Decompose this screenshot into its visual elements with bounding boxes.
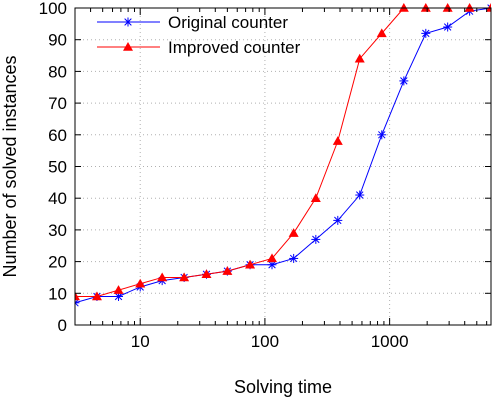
data-point-improved [113,285,124,294]
data-point-improved [222,266,233,275]
data-point-improved [288,228,299,237]
data-point-original [75,298,80,308]
legend-entry-original: Original counter [97,13,288,32]
data-point-improved [486,3,491,12]
legend-marker-original [123,17,133,27]
y-axis-label: Number of solved instances [0,55,20,277]
data-point-improved [157,272,168,282]
data-point-original [399,76,409,86]
data-point-improved [354,53,365,63]
legend-marker-improved [123,42,133,51]
y-tick-label: 30 [48,221,67,240]
data-point-original [114,291,124,301]
data-point-original [355,190,365,200]
legend-entry-improved: Improved counter [97,38,301,57]
data-point-improved [201,269,212,279]
y-tick-label: 50 [48,158,67,177]
y-tick-label: 90 [48,31,67,50]
legend-label-original: Original counter [168,13,288,32]
x-tick-label: 10 [131,332,150,351]
data-point-improved [376,28,387,38]
data-point-original [289,253,299,263]
y-tick-label: 20 [48,253,67,272]
y-tick-label: 100 [39,0,67,18]
data-point-original [421,28,431,38]
data-point-improved [245,259,256,269]
data-point-improved [267,253,278,263]
data-point-original [311,234,321,244]
data-point-improved [420,3,431,12]
data-point-original [333,215,343,225]
legend-label-improved: Improved counter [168,38,301,57]
data-point-improved [179,272,190,282]
y-tick-label: 10 [48,284,67,303]
y-tick-label: 60 [48,126,67,145]
x-tick-label: 1000 [371,332,409,351]
y-tick-label: 0 [58,316,67,335]
data-point-improved [310,193,321,202]
legend: Original counter Improved counter [97,13,301,57]
legend-triangle-marker [123,42,133,51]
data-point-improved [398,3,409,12]
y-tick-label: 40 [48,189,67,208]
data-point-improved [91,291,102,301]
data-point-original [377,130,387,140]
y-tick-label: 70 [48,94,67,113]
axis-ticks: 0 10 20 30 40 50 60 70 80 90 100 10 100 1000 [39,0,491,351]
data-point-original [443,22,453,32]
legend-asterisk-marker [123,17,133,27]
x-axis-label: Solving time [234,377,332,397]
y-tick-label: 80 [48,62,67,81]
data-point-improved [464,3,475,12]
data-point-improved [442,3,453,12]
data-point-improved [332,136,343,145]
x-tick-label: 100 [251,332,279,351]
data-point-improved [135,278,146,288]
